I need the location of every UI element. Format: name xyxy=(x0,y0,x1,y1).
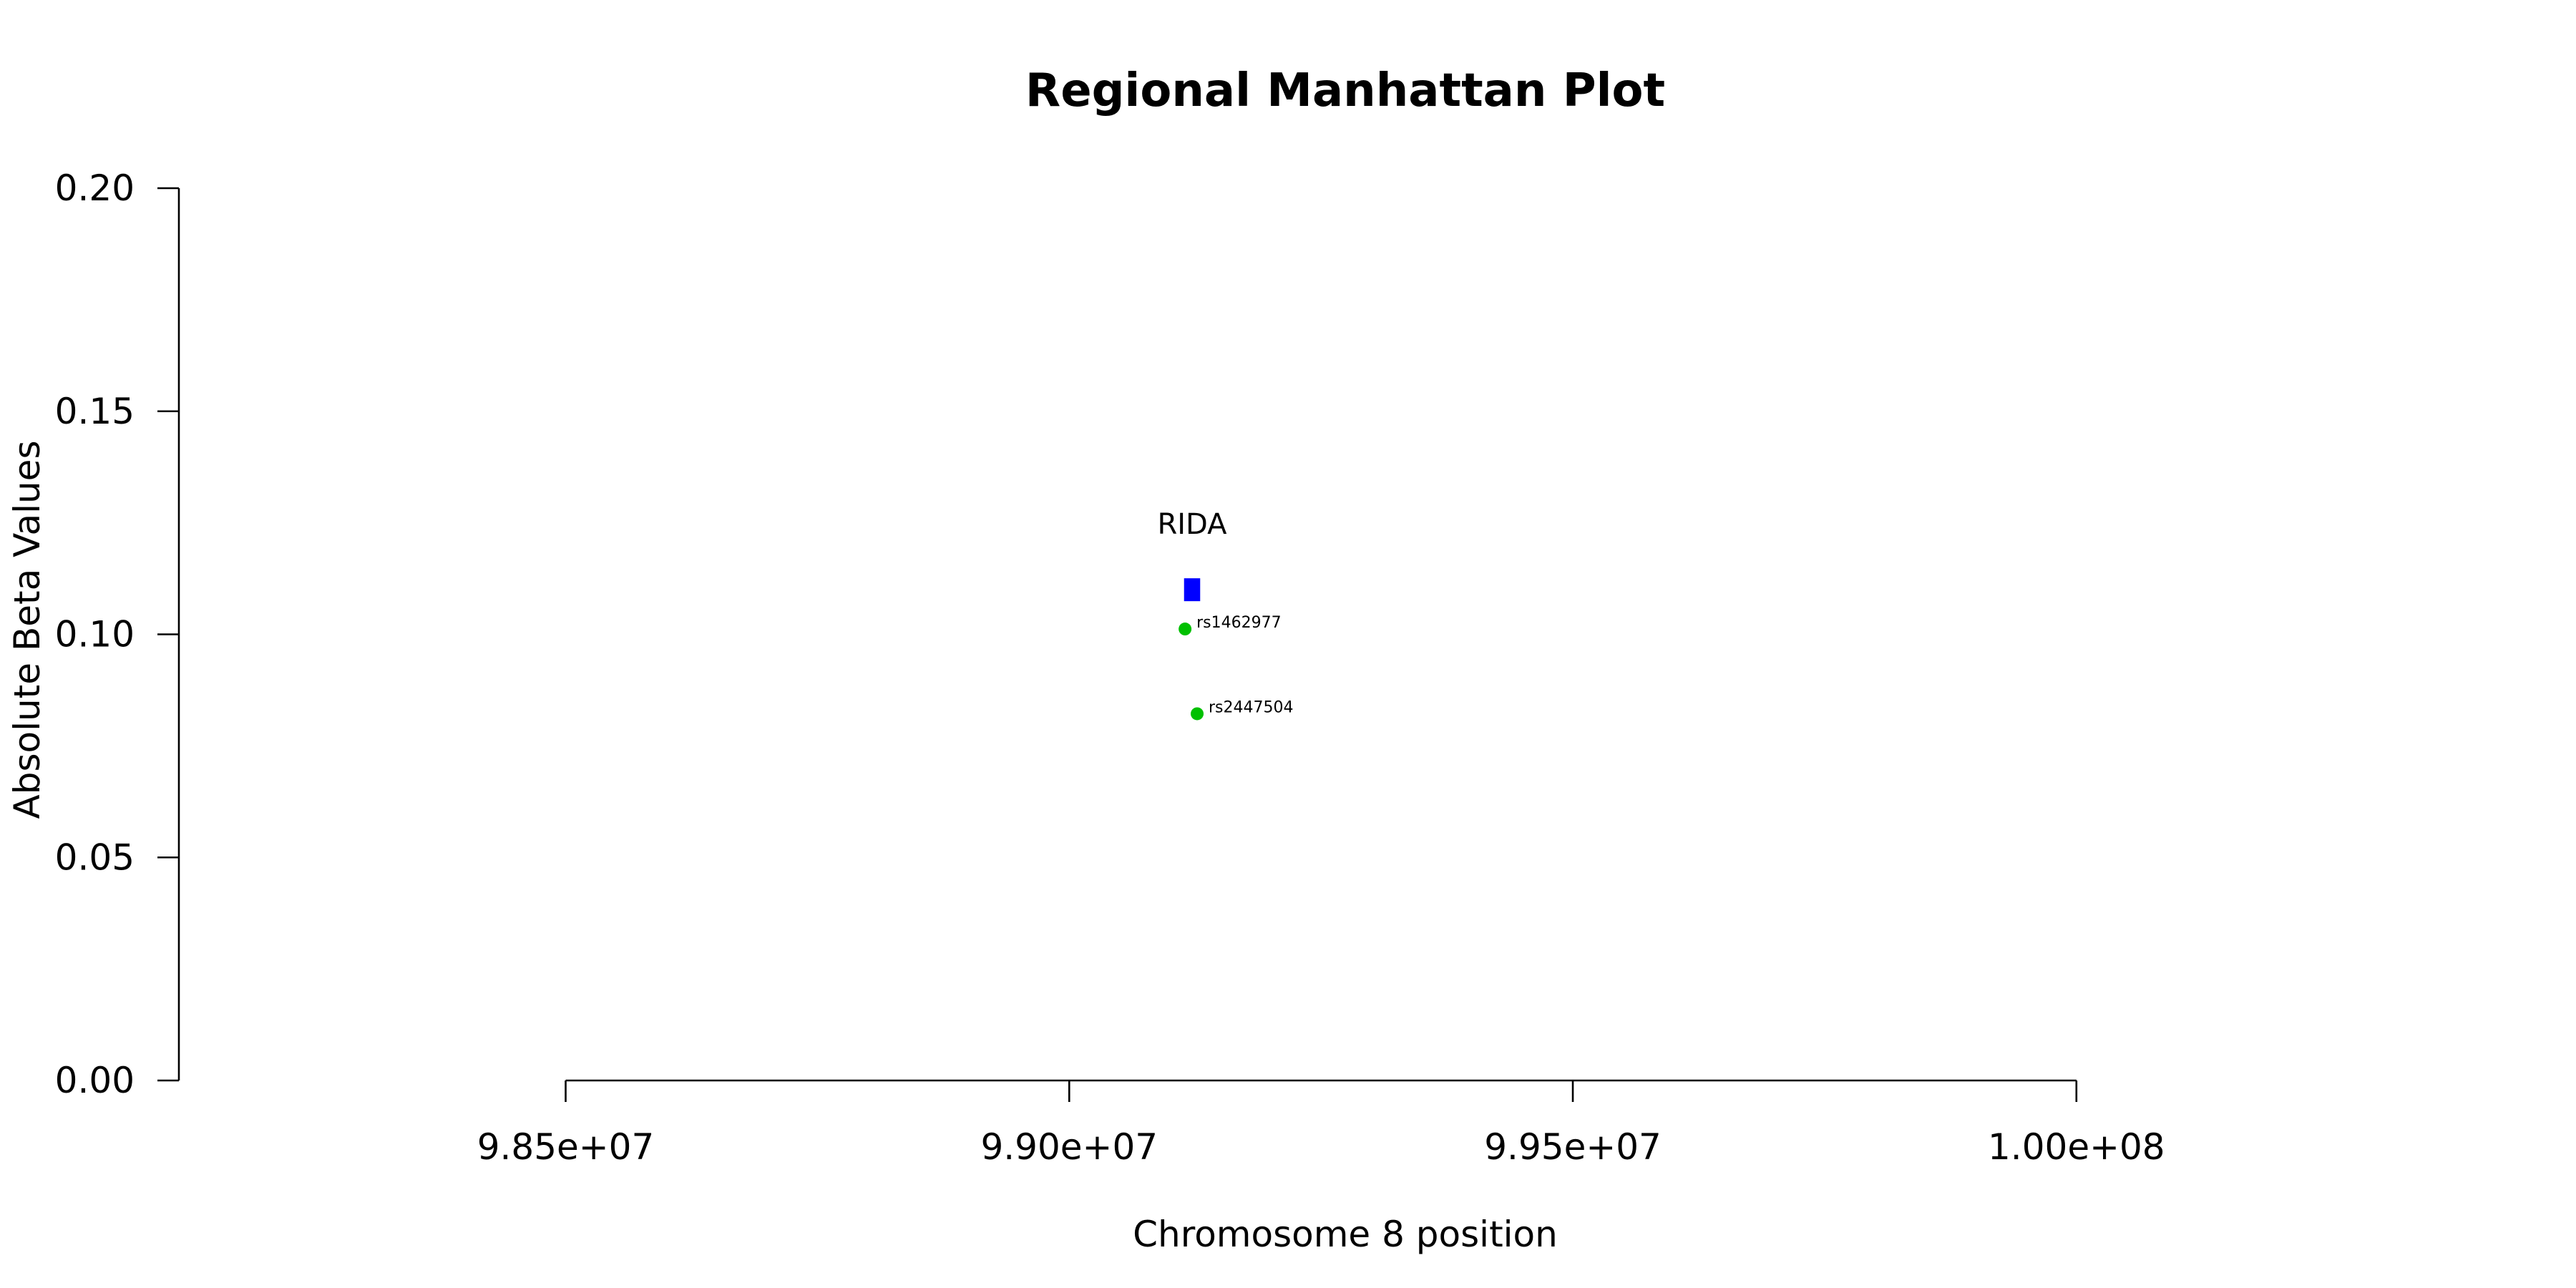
y-axis: 0.00 0.05 0.10 0.15 0.20 xyxy=(55,167,180,1101)
gene-label: RIDA xyxy=(1157,508,1227,541)
y-tick-label: 0.20 xyxy=(55,167,135,209)
x-axis: 9.85e+07 9.90e+07 9.95e+07 1.00e+08 xyxy=(477,1079,2165,1168)
gene-bar xyxy=(1184,578,1201,602)
snp-label: rs1462977 xyxy=(1196,614,1282,632)
x-tick-label: 9.90e+07 xyxy=(980,1126,1158,1168)
x-axis-label: Chromosome 8 position xyxy=(1133,1214,1558,1255)
x-tick-label: 9.85e+07 xyxy=(477,1126,655,1168)
snp-point xyxy=(1179,623,1192,636)
x-tick-label: 9.95e+07 xyxy=(1484,1126,1662,1168)
chart-title: Regional Manhattan Plot xyxy=(1025,64,1665,117)
snp-label: rs2447504 xyxy=(1209,698,1294,716)
y-tick-label: 0.10 xyxy=(55,614,135,655)
snp-points: rs1462977 rs2447504 xyxy=(1179,614,1294,721)
y-tick-label: 0.00 xyxy=(55,1060,135,1101)
y-tick-label: 0.05 xyxy=(55,836,135,878)
y-axis-label: Absolute Beta Values xyxy=(6,441,48,819)
gene-track: RIDA xyxy=(1157,508,1227,602)
snp-point xyxy=(1191,707,1204,721)
x-tick-label: 1.00e+08 xyxy=(1988,1126,2165,1168)
y-tick-label: 0.15 xyxy=(55,391,135,432)
